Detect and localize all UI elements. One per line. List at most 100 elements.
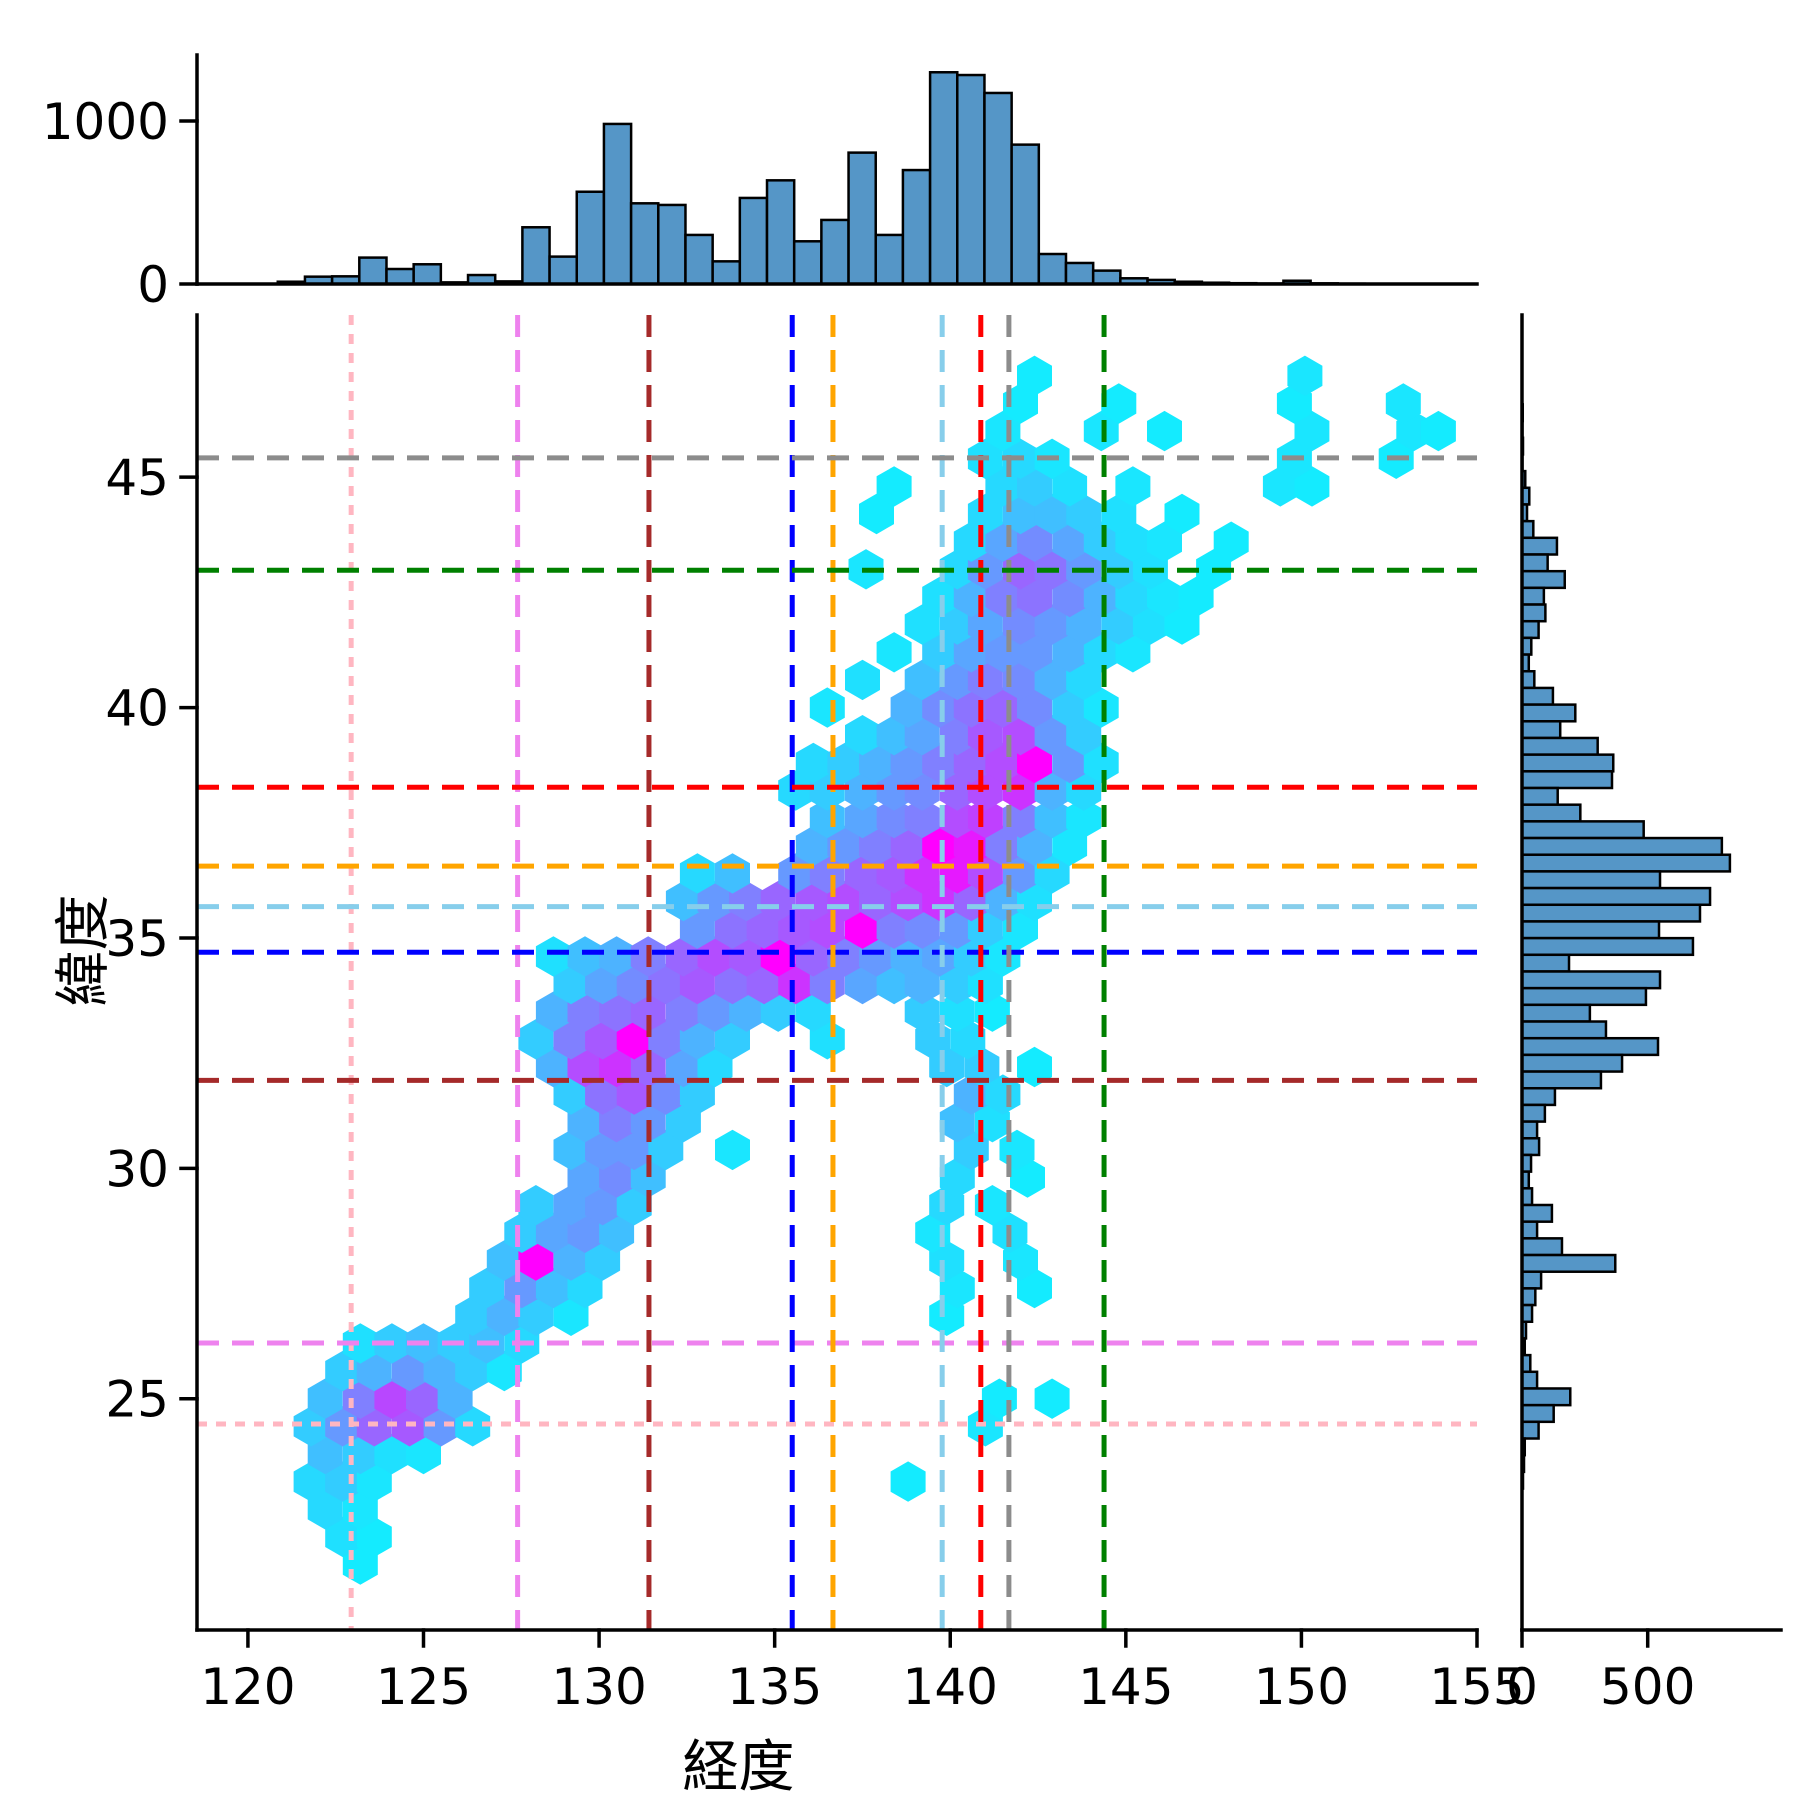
hex-cell [715, 1019, 750, 1060]
right-histogram-bar [1520, 920, 1661, 940]
hex-cell [437, 1378, 473, 1419]
hex-cell [1083, 410, 1119, 452]
hex-cell [679, 853, 715, 894]
hex-cell [1420, 410, 1456, 452]
hex-cell [553, 1240, 589, 1281]
main-y-tick-label: 45 [105, 449, 169, 507]
hex-cell [648, 963, 684, 1005]
hex-cell [1385, 383, 1421, 424]
hex-cell [876, 963, 912, 1005]
main-x-tick-label: 155 [1429, 1658, 1524, 1716]
hex-cell [679, 963, 715, 1005]
hex-cell [423, 1406, 459, 1447]
top-histogram-bar [521, 226, 551, 286]
right-histogram-bar [1520, 670, 1536, 690]
hex-cell [809, 908, 845, 949]
right-histogram-bar [1520, 1420, 1540, 1440]
hex-cell [929, 1046, 965, 1088]
main-y-tick-label: 25 [105, 1371, 169, 1429]
hex-cell [876, 715, 912, 756]
top-histogram-bar [385, 267, 415, 286]
hex-cell [1083, 521, 1119, 562]
hex-cell [778, 770, 814, 811]
hex-cell [585, 1074, 621, 1115]
hex-cell [1101, 604, 1137, 645]
axes-layer: 120 125 130 135 140 145 150 155 25 30 35 40 45 0 1000 0… [42, 53, 1783, 1716]
right-histogram-bar [1520, 1020, 1608, 1040]
hex-cell [904, 991, 940, 1032]
hex-cell [697, 880, 733, 922]
hex-cell [1034, 770, 1070, 811]
hex-cell [876, 770, 912, 811]
hex-cell [374, 1378, 410, 1419]
hex-cell [729, 991, 765, 1032]
hex-cell [599, 1212, 635, 1253]
hex-cell [648, 1019, 684, 1060]
hex-cell [553, 1074, 589, 1115]
hex-cell [827, 936, 863, 977]
hex-cell [1017, 1046, 1052, 1088]
hex-cell [307, 1433, 343, 1475]
hex-cell [876, 632, 912, 673]
hex-cell [1034, 797, 1070, 839]
hex-cell [985, 880, 1021, 922]
hex-cell [939, 659, 975, 701]
hex-cell [535, 936, 571, 977]
hex-cell [1003, 715, 1038, 756]
top-histogram-bar [1010, 143, 1041, 286]
right-histogram-bar [1520, 1287, 1537, 1307]
hex-cell [665, 991, 701, 1032]
hex-cell [567, 1046, 603, 1088]
x-axis-label: 経度 [682, 1735, 795, 1800]
hex-cell [967, 770, 1003, 811]
hex-cell [904, 604, 940, 645]
hex-cell [1083, 687, 1119, 728]
hex-cell [967, 659, 1003, 701]
hex-cell [859, 742, 894, 784]
hex-cell [1017, 1267, 1052, 1309]
hex-cell [648, 1129, 684, 1171]
hex-cell [1003, 797, 1038, 839]
hex-cell [890, 687, 926, 728]
hex-cell [985, 687, 1021, 728]
right-histogram-bar [1520, 770, 1614, 790]
hex-cell [985, 632, 1021, 673]
top-histogram-bar [901, 168, 932, 286]
hex-cell [715, 963, 750, 1005]
hex-cell [1034, 853, 1070, 894]
right-histogram-bar [1520, 1220, 1539, 1240]
main-x-tick-label: 130 [551, 1658, 646, 1716]
top-histogram-bar [711, 260, 742, 286]
hex-cell [679, 908, 715, 949]
hex-cell [679, 1074, 715, 1115]
right-histogram-bar [1520, 1036, 1660, 1057]
hex-cell [599, 1157, 635, 1198]
hex-cell [406, 1378, 441, 1419]
hex-cell [567, 991, 603, 1032]
right-histogram-bar [1520, 1270, 1543, 1290]
hex-cell [342, 1323, 378, 1364]
hex-cell [859, 825, 894, 866]
hex-cell [809, 963, 845, 1005]
top-histogram-bar [765, 179, 796, 286]
top-histogram-bar [956, 73, 986, 286]
hex-cell [974, 1185, 1010, 1226]
hex-cell [760, 991, 796, 1032]
hex-cell [876, 853, 912, 894]
top-hist-y-tick-label: 1000 [42, 93, 169, 151]
hex-cell [859, 880, 894, 922]
hex-cell [455, 1295, 491, 1336]
hex-cell [939, 1102, 975, 1143]
hex-cell [985, 576, 1021, 618]
hex-cell [922, 632, 958, 673]
hex-cell [1017, 355, 1052, 396]
hex-cell [985, 1074, 1021, 1115]
hex-cell [1213, 521, 1249, 562]
hex-cell [1017, 576, 1052, 618]
hex-cell [904, 853, 940, 894]
hex-cell [1052, 742, 1088, 784]
right-histogram-bar [1520, 753, 1615, 773]
hex-cell [648, 1074, 684, 1115]
hex-cell [469, 1267, 505, 1309]
hex-cell [1294, 410, 1330, 452]
